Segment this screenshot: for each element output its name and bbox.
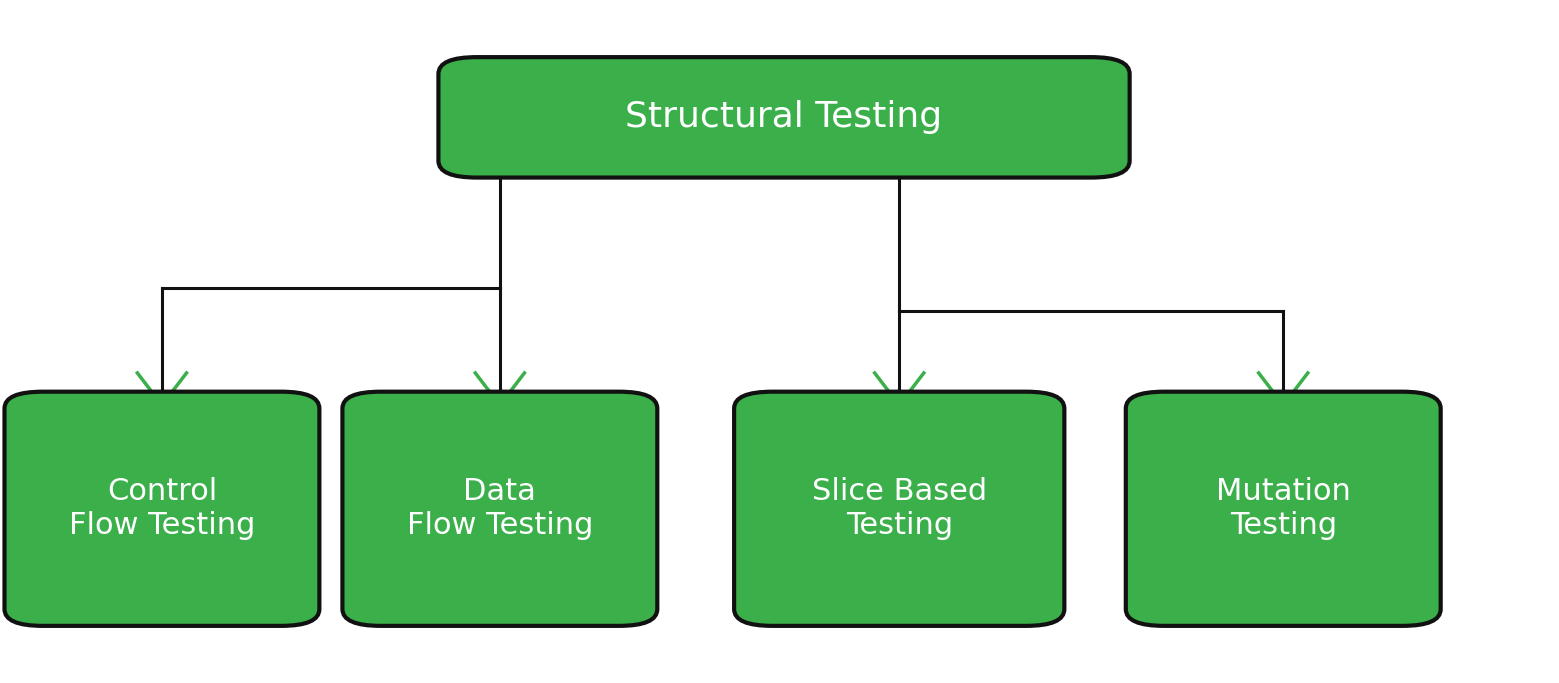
Text: Mutation
Testing: Mutation Testing (1216, 477, 1350, 540)
Text: Slice Based
Testing: Slice Based Testing (812, 477, 987, 540)
FancyBboxPatch shape (1126, 391, 1441, 626)
Text: Data
Flow Testing: Data Flow Testing (407, 477, 592, 540)
Text: Control
Flow Testing: Control Flow Testing (69, 477, 256, 540)
FancyBboxPatch shape (734, 391, 1065, 626)
FancyBboxPatch shape (343, 391, 658, 626)
FancyBboxPatch shape (438, 57, 1130, 178)
Text: Structural Testing: Structural Testing (625, 100, 943, 135)
FancyBboxPatch shape (5, 391, 320, 626)
